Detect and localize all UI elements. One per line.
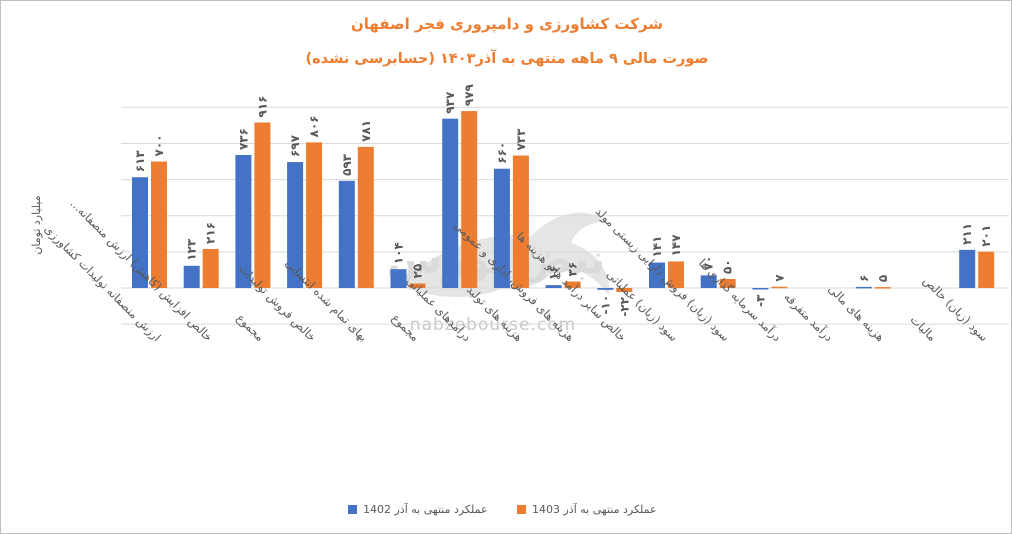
- data-label: ۲۵: [411, 264, 425, 279]
- data-label: ۱۴۱: [650, 236, 664, 258]
- bar-1402[interactable]: [752, 288, 769, 290]
- data-label: ۶۹۷: [288, 134, 302, 157]
- data-label: ۸۰۶: [307, 115, 321, 137]
- data-label: ۲۱۶: [204, 222, 218, 244]
- data-label: ۷: [772, 274, 786, 282]
- data-label: ۶۱۳: [133, 150, 147, 173]
- bar-1403[interactable]: [719, 278, 736, 288]
- data-label: ۲۰۱: [979, 225, 993, 247]
- legend-item-1402[interactable]: عملکرد منتهی به آذر 1402: [348, 502, 488, 516]
- category-label: مجموع: [233, 311, 267, 345]
- bar-1403[interactable]: [616, 288, 633, 292]
- bar-1403[interactable]: [978, 251, 995, 288]
- data-label: ۱۶: [547, 265, 561, 280]
- data-label: ۹۳۷: [443, 91, 457, 114]
- legend-swatch-1402: [348, 504, 357, 514]
- data-label: ۹۷۹: [462, 83, 476, 106]
- bar-1403[interactable]: [254, 122, 271, 289]
- data-label: -۳: [753, 294, 767, 307]
- data-label: -۱۰: [598, 295, 612, 315]
- bar-1403[interactable]: [564, 281, 581, 288]
- chart-title: شرکت کشاورزی و دامپروری فجر اصفهان: [350, 15, 664, 33]
- data-label: ۵۹۳: [340, 153, 354, 176]
- data-label: ۶۶۰: [495, 142, 509, 164]
- chart-subtitle: صورت مالی ۹ ماهه منتهی به آذر۱۴۰۳ (حسابر…: [305, 51, 709, 67]
- data-label: ۷۸۱: [359, 120, 373, 142]
- data-label: ۵: [876, 275, 890, 282]
- data-label: ۶: [857, 275, 871, 282]
- bar-1403[interactable]: [357, 146, 374, 288]
- bar-1402[interactable]: [442, 118, 459, 288]
- bar-1403[interactable]: [668, 261, 684, 288]
- bar-1403[interactable]: [461, 111, 478, 289]
- data-label: -۲۲: [617, 296, 631, 316]
- watermark-url: nabzebourse.com: [409, 315, 577, 335]
- legend-item-1403[interactable]: عملکرد منتهی به آذر 1403: [517, 502, 657, 516]
- data-label: ۱۲۳: [185, 238, 199, 261]
- bar-1403[interactable]: [202, 248, 219, 288]
- data-label: ۷۰: [702, 256, 716, 271]
- category-label: بهای تمام شده انتسابی: [282, 256, 370, 344]
- bar-1403[interactable]: [512, 155, 529, 288]
- data-label: ۳۶: [566, 262, 580, 277]
- category-label: درآمد متفرقه: [781, 290, 836, 345]
- data-label: ۲۱۱: [960, 223, 974, 245]
- bar-1402[interactable]: [493, 168, 510, 288]
- data-label: ۷۳۳: [514, 128, 528, 151]
- bar-1402[interactable]: [700, 275, 717, 288]
- bar-1403[interactable]: [771, 286, 788, 289]
- bar-1402[interactable]: [959, 249, 976, 288]
- data-label: ۱۰۴: [392, 242, 406, 264]
- legend-label-1402: عملکرد منتهی به آذر 1402: [363, 502, 488, 516]
- data-label: ۱۴۷: [669, 234, 683, 257]
- bar-1403[interactable]: [151, 161, 167, 288]
- bar-1402[interactable]: [855, 286, 872, 289]
- category-label: درآمد سرمایه گذاری ها: [695, 256, 784, 345]
- bar-1402[interactable]: [649, 262, 665, 288]
- bar-1402[interactable]: [235, 155, 252, 288]
- gridlines: [121, 106, 1009, 325]
- bar-1402[interactable]: [132, 177, 148, 288]
- bar-1402[interactable]: [545, 285, 562, 288]
- data-label: ۵۰: [721, 259, 735, 274]
- data-label: ۹۱۶: [255, 95, 269, 117]
- bar-1402[interactable]: [183, 265, 200, 288]
- bars: [132, 111, 995, 292]
- data-label: ۷۳۶: [236, 128, 250, 150]
- bar-1402[interactable]: [597, 288, 614, 290]
- category-label: مالیات: [907, 312, 939, 344]
- bar-1402[interactable]: [338, 180, 355, 288]
- category-label: مجموع: [388, 311, 422, 345]
- data-label: ۷۰۰: [152, 135, 166, 157]
- bar-1403[interactable]: [409, 283, 426, 288]
- bar-1403[interactable]: [874, 287, 891, 289]
- bar-1403[interactable]: [306, 142, 323, 288]
- legend-swatch-1403: [517, 504, 526, 514]
- bar-1402[interactable]: [390, 269, 407, 288]
- legend-label-1403: عملکرد منتهی به آذر 1403: [532, 502, 657, 516]
- bar-1402[interactable]: [287, 162, 304, 288]
